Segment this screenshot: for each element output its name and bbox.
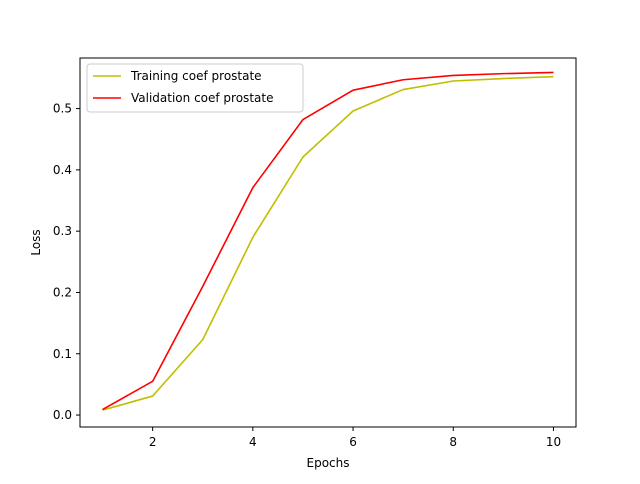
y-tick-label: 0.1 (53, 347, 72, 361)
y-axis-ticks: 0.0 0.1 0.2 0.3 0.4 0.5 (53, 102, 80, 422)
legend-label-1: Training coef prostate (130, 69, 262, 83)
x-tick-label: 8 (449, 435, 457, 449)
y-tick-label: 0.2 (53, 285, 72, 299)
series-lines (102, 71, 554, 411)
x-axis-label: Epochs (307, 456, 350, 470)
plot-frame (79, 57, 577, 428)
legend-box (86, 63, 304, 113)
y-tick-label: 0.4 (53, 163, 72, 177)
x-tick-label: 2 (149, 435, 157, 449)
y-tick-label: 0.5 (53, 102, 72, 116)
y-tick-label: 0.3 (53, 224, 72, 238)
legend: Training coef prostate Validation coef pr… (86, 63, 304, 113)
x-tick-label: 10 (546, 435, 561, 449)
y-tick-label: 0.0 (53, 408, 72, 422)
series-line-2 (102, 71, 554, 411)
x-tick-label: 4 (249, 435, 257, 449)
series-line-1 (102, 75, 554, 411)
y-axis-label: Loss (29, 229, 43, 255)
legend-entries: Training coef prostate Validation coef pr… (93, 69, 273, 105)
x-axis-ticks: 2 4 6 8 10 (149, 427, 561, 449)
x-tick-label: 6 (349, 435, 357, 449)
legend-label-2: Validation coef prostate (131, 91, 273, 105)
